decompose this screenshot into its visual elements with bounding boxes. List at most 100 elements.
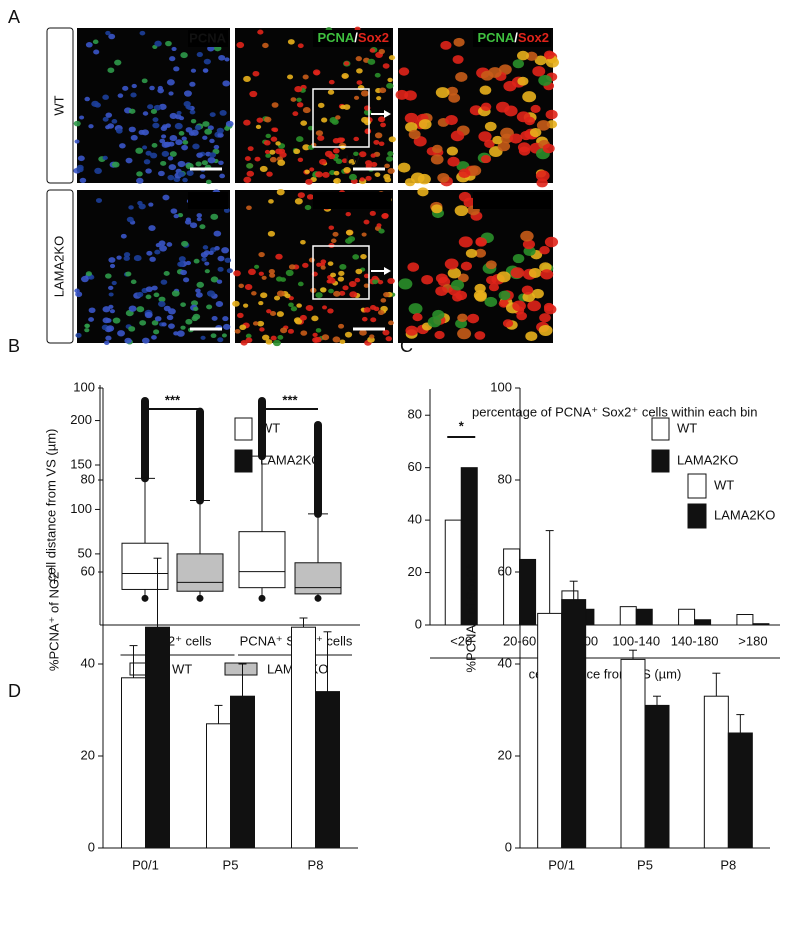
cell xyxy=(404,112,419,124)
y-tick-label: 0 xyxy=(88,839,95,854)
cell xyxy=(207,157,216,164)
cell xyxy=(302,74,309,80)
cell xyxy=(305,304,314,312)
cell xyxy=(196,152,203,158)
cell xyxy=(432,144,443,154)
cell xyxy=(448,93,461,103)
region-label: LV xyxy=(346,152,361,167)
cell xyxy=(166,79,175,86)
cell xyxy=(117,330,125,337)
cell xyxy=(444,258,459,270)
cell xyxy=(319,158,327,165)
panel-label: B xyxy=(8,336,20,356)
y-tick-label: 40 xyxy=(498,655,512,670)
cell xyxy=(455,72,468,82)
cell xyxy=(328,288,334,294)
cell xyxy=(344,331,353,338)
cell xyxy=(543,302,555,312)
cell xyxy=(130,92,137,98)
cell xyxy=(385,336,392,342)
cell xyxy=(258,251,265,258)
x-tick-label: P8 xyxy=(308,857,324,872)
cell xyxy=(383,291,390,298)
cell xyxy=(312,337,320,343)
cell xyxy=(338,270,345,276)
cell xyxy=(312,332,318,338)
cell xyxy=(367,58,376,65)
cell xyxy=(84,328,90,333)
cell xyxy=(191,315,199,322)
cell xyxy=(200,335,206,340)
cell xyxy=(365,160,373,166)
cell xyxy=(484,139,495,149)
cell xyxy=(296,97,302,102)
cell xyxy=(108,285,114,290)
cell xyxy=(125,271,132,277)
cell xyxy=(108,292,114,297)
cell xyxy=(255,124,262,130)
cell xyxy=(398,278,413,290)
cell xyxy=(149,85,155,91)
cell xyxy=(297,157,304,162)
cell xyxy=(204,128,213,135)
cell xyxy=(180,302,186,307)
cell xyxy=(435,286,448,297)
cell xyxy=(120,233,127,239)
cell xyxy=(269,156,277,163)
cell xyxy=(115,128,123,134)
cell xyxy=(512,253,525,264)
cell xyxy=(532,66,546,77)
cell xyxy=(458,168,471,179)
cell xyxy=(245,333,252,339)
y-tick-label: 150 xyxy=(70,456,92,471)
cell xyxy=(359,177,365,182)
cell xyxy=(104,340,110,345)
cell xyxy=(435,273,448,284)
cell xyxy=(161,322,167,327)
cell xyxy=(160,279,168,285)
cell xyxy=(144,311,153,319)
cell xyxy=(109,263,116,269)
cell xyxy=(525,51,538,61)
cell xyxy=(540,269,554,280)
cell xyxy=(509,133,523,144)
cell xyxy=(85,271,92,277)
cell xyxy=(258,300,264,306)
cell xyxy=(265,339,273,345)
cell xyxy=(165,40,172,47)
cell xyxy=(365,175,372,181)
cell xyxy=(497,141,511,152)
box xyxy=(121,542,169,590)
cell xyxy=(521,285,534,295)
cell xyxy=(333,290,341,297)
cell xyxy=(312,69,321,76)
cell xyxy=(296,102,304,108)
cell xyxy=(143,159,151,165)
cell xyxy=(273,295,281,301)
cell xyxy=(145,294,152,300)
cell xyxy=(269,311,277,316)
cell xyxy=(405,325,419,336)
cell xyxy=(93,49,100,55)
cell xyxy=(210,213,219,220)
cell xyxy=(192,143,200,150)
cell xyxy=(147,104,154,110)
cell xyxy=(276,188,285,196)
y-tick-label: 80 xyxy=(408,407,422,422)
cell xyxy=(370,161,378,167)
cell xyxy=(529,127,542,138)
cell xyxy=(175,139,183,146)
cell xyxy=(79,115,85,120)
cell xyxy=(204,269,210,274)
cell xyxy=(204,261,210,266)
bar xyxy=(644,704,670,849)
stain-label: PCNA/Sox2 xyxy=(317,30,389,45)
cell xyxy=(94,102,101,108)
cell xyxy=(151,320,159,326)
cell xyxy=(74,139,80,144)
cell xyxy=(338,323,345,329)
cell xyxy=(496,101,510,113)
cell xyxy=(166,242,173,247)
cell xyxy=(224,126,231,131)
cell xyxy=(148,225,156,231)
